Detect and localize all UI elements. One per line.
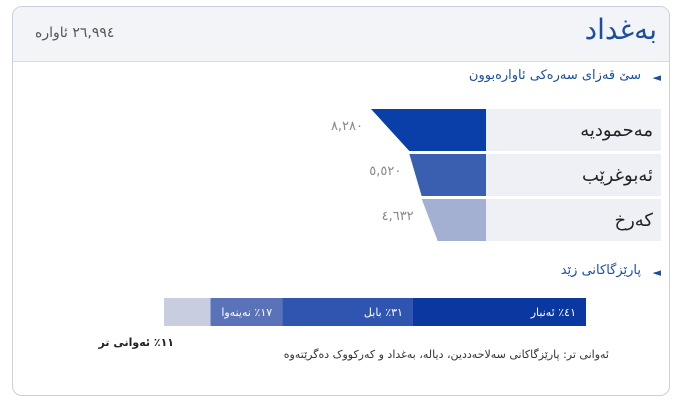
segment-label: ١١٪ ئەوانی تر (98, 336, 174, 349)
bullet: ◄ (652, 71, 661, 84)
row-label-bg (486, 199, 661, 241)
segment-label: ١٧٪ نەینەوا (221, 306, 272, 319)
bar-segment (282, 298, 413, 326)
header: بەغداد ٢٦,٩٩٤ ئاوارە (13, 7, 669, 62)
district-name: کەرخ (614, 210, 653, 231)
row-label-bg (486, 109, 661, 151)
district-name: مەحمودیە (580, 120, 653, 141)
bullet: ◄ (652, 266, 661, 279)
title: بەغداد (584, 13, 657, 46)
section-heading: پارێزگاکانی زێد (560, 263, 641, 278)
bar-segment (210, 298, 283, 326)
district-value: ٨,٢٨٠ (331, 119, 363, 134)
segment-label: ٣١٪ بابل (364, 306, 403, 319)
district-value: ٤,٦٣٢ (382, 209, 414, 224)
funnel-step (371, 109, 486, 151)
segment-label: ٤١٪ ئەنبار (530, 306, 576, 319)
total: ٢٦,٩٩٤ ئاوارە (35, 25, 115, 41)
funnel-step (409, 154, 486, 196)
card: بەغداد ٢٦,٩٩٤ ئاوارە ◄ سێ قەزای سەرەکی ئ… (12, 6, 670, 396)
section-heading: سێ قەزای سەرەکی ئاوارەبوون (468, 68, 641, 83)
graphics: مەحمودیە ٨,٢٨٠ ئەبوغرێب ٥,٥٢٠ کەرخ ٤,٦٣٢ ٤١٪ ئ… (98, 109, 661, 349)
bar-segment (412, 298, 586, 326)
bar-segment (164, 298, 211, 326)
row-label-bg (486, 154, 661, 196)
district-value: ٥,٥٢٠ (369, 164, 401, 179)
funnel-step (421, 199, 486, 241)
district-name: ئەبوغرێب (582, 165, 653, 186)
footnote: ئەوانی تر: پارێزگاکانی سەلاحەددین، دیالە… (283, 348, 609, 361)
